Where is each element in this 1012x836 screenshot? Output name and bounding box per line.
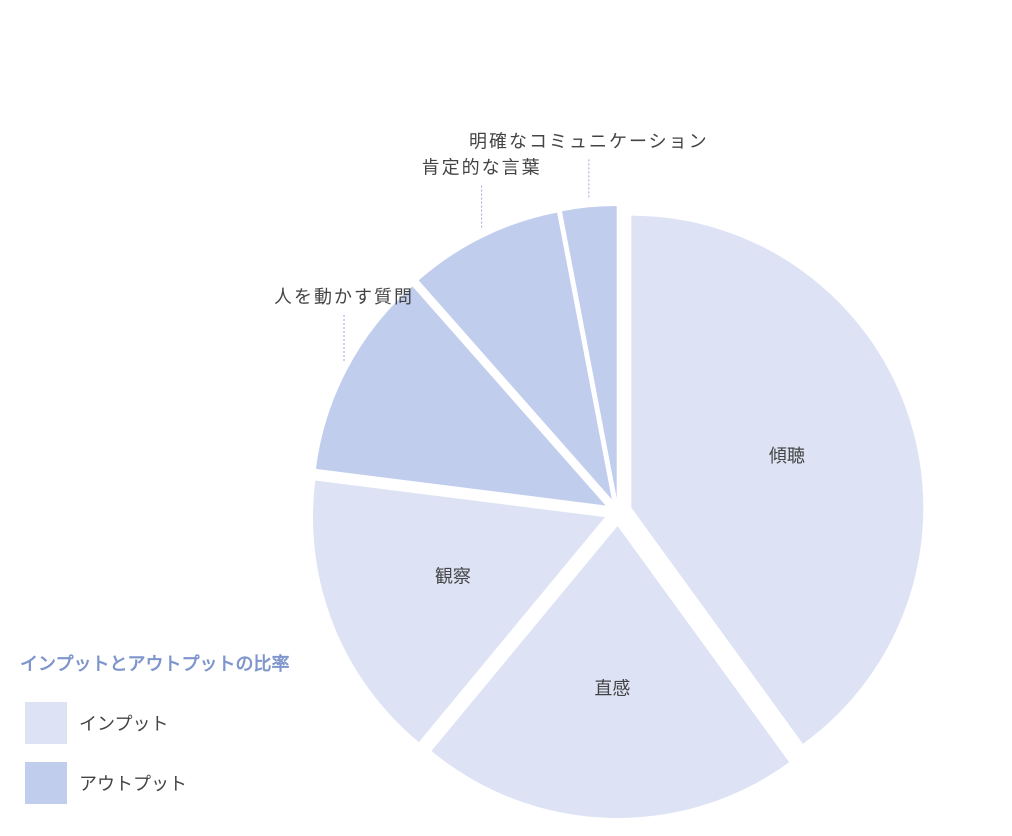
pie-slice-1 bbox=[631, 215, 924, 744]
legend: インプットとアウトプットの比率 インプット アウトプット bbox=[20, 650, 289, 822]
legend-label-input: インプット bbox=[79, 714, 169, 735]
legend-item-input: インプット bbox=[20, 702, 289, 744]
slice-label-1: 傾聴 bbox=[769, 446, 805, 467]
legend-item-output: アウトプット bbox=[20, 762, 289, 804]
pie-slice-3 bbox=[312, 480, 605, 743]
legend-label-output: アウトプット bbox=[79, 774, 187, 795]
slice-label-4: 人を動かす質問 bbox=[274, 287, 414, 308]
legend-swatch-input bbox=[25, 702, 67, 744]
pie-slice-5 bbox=[418, 212, 612, 500]
slice-label-5: 肯定的な言葉 bbox=[422, 158, 542, 179]
pie-slice-2 bbox=[431, 525, 790, 818]
legend-title: インプットとアウトプットの比率 bbox=[20, 654, 290, 675]
legend-swatch-output bbox=[25, 762, 67, 804]
slice-label-6: 明確なコミュニケーション bbox=[469, 131, 709, 152]
slice-label-3: 観察 bbox=[435, 566, 471, 587]
slice-label-2: 直感 bbox=[594, 678, 630, 699]
pie-slice-4 bbox=[315, 286, 606, 506]
pie-slice-6 bbox=[561, 206, 617, 499]
